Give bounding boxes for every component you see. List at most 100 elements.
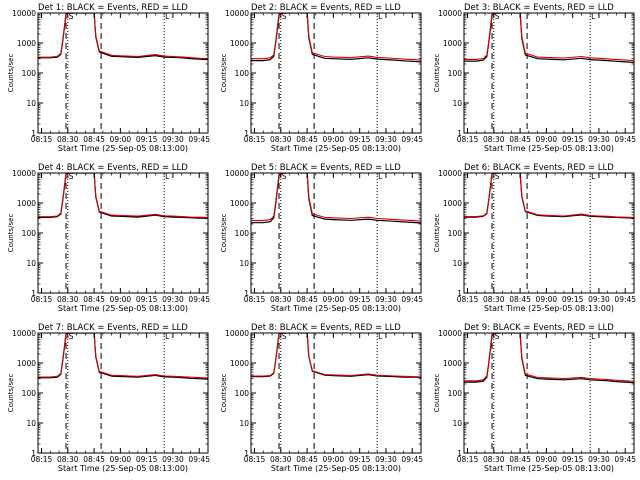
x-tick-label: 08:15 (457, 135, 479, 144)
x-tick-label: 08:45 (83, 135, 105, 144)
x-axis-label: Start Time (25-Sep-05 08:13:00) (484, 144, 614, 153)
marker-label: S (282, 332, 287, 341)
x-tick-label: 09:00 (536, 455, 558, 464)
x-axis-label: Start Time (25-Sep-05 08:13:00) (58, 144, 188, 153)
lld-series-line (251, 333, 421, 378)
x-tick-label: 09:45 (614, 135, 636, 144)
y-tick-label: 100 (235, 389, 250, 398)
x-tick-label: 09:45 (614, 455, 636, 464)
x-tick-label: 08:15 (31, 295, 53, 304)
marker-label: S (495, 12, 500, 21)
x-tick-label: 08:45 (296, 295, 318, 304)
x-axis-label: Start Time (25-Sep-05 08:13:00) (484, 464, 614, 473)
y-tick-label: 10 (239, 99, 249, 108)
x-tick-label: 09:45 (188, 455, 210, 464)
y-tick-label: 100 (235, 229, 250, 238)
x-axis-label: Start Time (25-Sep-05 08:13:00) (271, 144, 401, 153)
marker-label: S (69, 12, 74, 21)
marker-label: S (282, 172, 287, 181)
x-tick-label: 08:15 (244, 135, 266, 144)
y-tick-label: 1000 (443, 359, 462, 368)
lld-series-line (38, 333, 208, 379)
y-axis-label: Counts/sec (220, 54, 228, 93)
y-tick-label: 10000 (12, 169, 36, 178)
y-tick-label: 1 (244, 449, 249, 458)
y-tick-label: 10 (239, 419, 249, 428)
series-group (38, 333, 208, 380)
x-axis-label: Start Time (25-Sep-05 08:13:00) (58, 464, 188, 473)
x-tick-label: 09:15 (562, 455, 584, 464)
x-tick-label: 09:15 (349, 455, 371, 464)
y-tick-label: 10000 (438, 169, 462, 178)
y-tick-label: 100 (448, 229, 463, 238)
y-tick-label: 1 (457, 449, 462, 458)
series-group (38, 13, 208, 61)
detector-panel: Det 7: BLACK = Events, RED = LLD S L 1 10 100… (0, 320, 213, 480)
series-group (251, 173, 421, 224)
x-tick-label: 09:45 (188, 295, 210, 304)
detector-panel: Det 6: BLACK = Events, RED = LLD S L 1 10 100… (426, 160, 639, 320)
series-group (251, 13, 421, 63)
detector-panel: Det 2: BLACK = Events, RED = LLD S L 1 10 100… (213, 0, 426, 160)
x-tick-label: 09:30 (588, 295, 610, 304)
x-tick-label: 08:15 (457, 295, 479, 304)
x-axis-label: Start Time (25-Sep-05 08:13:00) (271, 304, 401, 313)
detector-panel: Det 4: BLACK = Events, RED = LLD S L 1 10 100… (0, 160, 213, 320)
x-tick-label: 09:45 (401, 455, 423, 464)
x-tick-label: 09:45 (401, 135, 423, 144)
marker-label: L (591, 172, 596, 181)
y-tick-label: 1 (457, 129, 462, 138)
x-tick-label: 08:15 (244, 455, 266, 464)
y-tick-label: 1000 (443, 39, 462, 48)
y-tick-label: 10 (26, 419, 36, 428)
x-tick-label: 09:00 (323, 455, 345, 464)
marker-label: S (495, 172, 500, 181)
y-tick-label: 10000 (225, 169, 249, 178)
x-tick-label: 09:00 (536, 135, 558, 144)
x-tick-label: 08:30 (483, 135, 505, 144)
y-tick-label: 100 (235, 69, 250, 78)
detector-panel: Det 5: BLACK = Events, RED = LLD S L 1 10 100… (213, 160, 426, 320)
detector-panel: Det 9: BLACK = Events, RED = LLD S L 1 10 100… (426, 320, 639, 480)
y-tick-label: 1000 (230, 359, 249, 368)
x-tick-label: 09:30 (162, 455, 184, 464)
y-tick-label: 10000 (12, 9, 36, 18)
y-tick-label: 100 (22, 69, 37, 78)
y-tick-label: 1 (31, 289, 36, 298)
x-tick-label: 09:15 (349, 295, 371, 304)
chart-title: Det 2: BLACK = Events, RED = LLD (251, 3, 401, 13)
y-tick-label: 1 (244, 129, 249, 138)
x-tick-label: 09:15 (136, 135, 158, 144)
y-tick-label: 1 (244, 289, 249, 298)
lld-series-line (464, 333, 634, 382)
x-tick-label: 09:00 (110, 295, 132, 304)
x-tick-label: 09:30 (375, 455, 397, 464)
lld-series-line (251, 173, 421, 222)
y-tick-label: 10000 (438, 329, 462, 338)
x-tick-label: 09:30 (162, 135, 184, 144)
x-tick-label: 09:15 (136, 295, 158, 304)
y-tick-label: 1 (457, 289, 462, 298)
series-group (464, 13, 634, 63)
y-tick-label: 100 (448, 69, 463, 78)
marker-label: L (165, 172, 170, 181)
marker-label: L (378, 172, 383, 181)
y-tick-label: 10000 (225, 9, 249, 18)
x-tick-label: 08:45 (509, 295, 531, 304)
y-tick-label: 100 (22, 229, 37, 238)
y-tick-label: 100 (448, 389, 463, 398)
x-tick-label: 08:45 (509, 455, 531, 464)
y-tick-label: 1000 (443, 199, 462, 208)
x-axis-label: Start Time (25-Sep-05 08:13:00) (58, 304, 188, 313)
x-tick-label: 09:30 (375, 295, 397, 304)
y-axis-label: Counts/sec (7, 214, 15, 253)
x-tick-label: 09:00 (323, 295, 345, 304)
x-tick-label: 09:45 (614, 295, 636, 304)
y-tick-label: 100 (22, 389, 37, 398)
y-tick-label: 10 (239, 259, 249, 268)
x-tick-label: 08:30 (483, 295, 505, 304)
